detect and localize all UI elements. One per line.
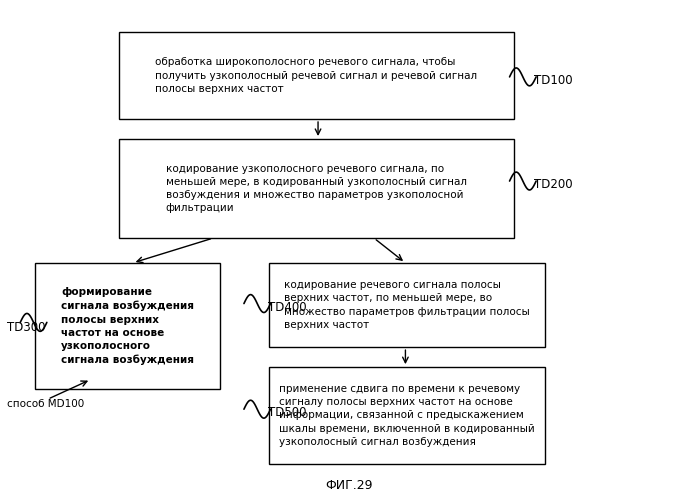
Text: ФИГ.29: ФИГ.29 xyxy=(326,479,373,492)
Text: способ MD100: способ MD100 xyxy=(7,399,85,409)
FancyBboxPatch shape xyxy=(269,263,545,347)
Text: кодирование речевого сигнала полосы
верхних частот, по меньшей мере, во
множеств: кодирование речевого сигнала полосы верх… xyxy=(284,280,530,330)
FancyBboxPatch shape xyxy=(269,367,545,464)
Text: формирование
сигнала возбуждения
полосы верхних
частот на основе
узкополосного
с: формирование сигнала возбуждения полосы … xyxy=(61,287,194,365)
Text: TD100: TD100 xyxy=(534,74,572,87)
Text: TD400: TD400 xyxy=(268,301,307,313)
FancyBboxPatch shape xyxy=(119,32,514,119)
FancyBboxPatch shape xyxy=(119,139,514,238)
FancyBboxPatch shape xyxy=(35,263,220,389)
Text: обработка широкополосного речевого сигнала, чтобы
получить узкополосный речевой : обработка широкополосного речевого сигна… xyxy=(155,58,477,94)
Text: кодирование узкополосного речевого сигнала, по
меньшей мере, в кодированный узко: кодирование узкополосного речевого сигна… xyxy=(166,164,467,213)
Text: TD300: TD300 xyxy=(7,321,45,334)
Text: TD500: TD500 xyxy=(268,406,307,419)
Text: TD200: TD200 xyxy=(534,178,572,191)
Text: применение сдвига по времени к речевому
сигналу полосы верхних частот на основе
: применение сдвига по времени к речевому … xyxy=(280,384,535,447)
